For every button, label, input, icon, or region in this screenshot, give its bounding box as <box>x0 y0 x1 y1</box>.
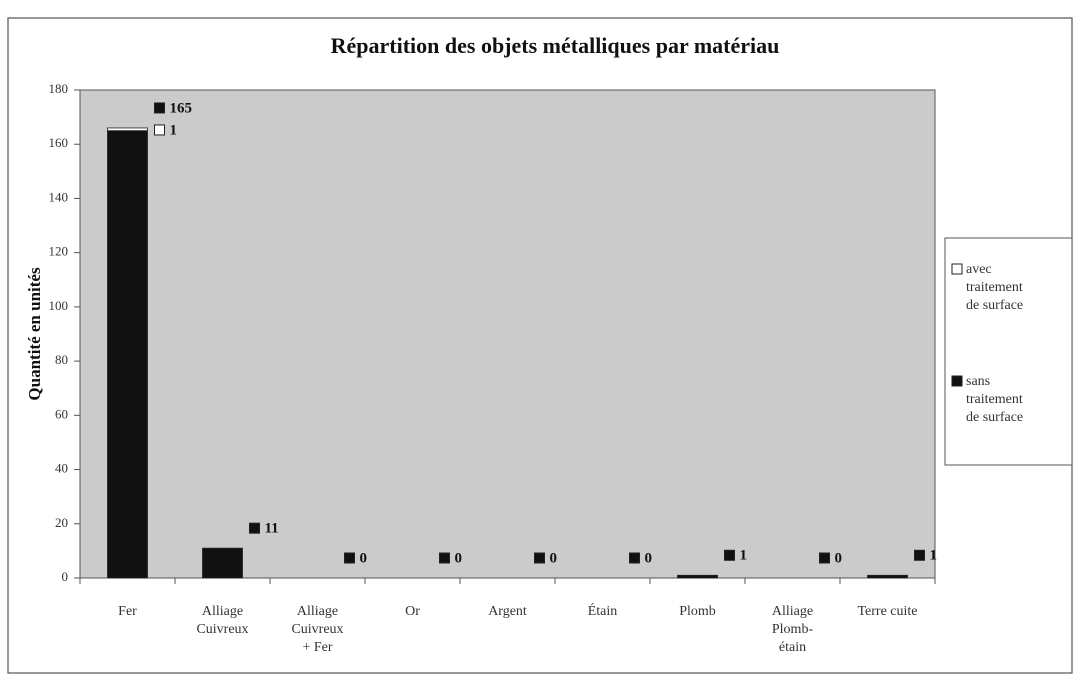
legend-box <box>944 237 1073 466</box>
y-tick-label: 60 <box>55 406 68 421</box>
bar-segment <box>107 127 148 132</box>
y-tick-label: 180 <box>49 81 69 96</box>
y-axis-label: Quantité en unités <box>25 267 44 401</box>
x-tick-label: Alliage Cuivreux <box>196 604 248 637</box>
value-label: 0 <box>835 550 843 566</box>
label-key <box>724 549 735 561</box>
chart-title: Répartition des objets métalliques par m… <box>331 33 780 58</box>
value-label: 0 <box>360 550 368 566</box>
value-label: 1 <box>740 548 748 564</box>
value-label: 0 <box>455 550 463 566</box>
legend-label: sans traitement de surface <box>966 374 1023 425</box>
legend-key <box>951 375 963 387</box>
label-key <box>154 102 165 114</box>
value-label: 1 <box>170 122 178 138</box>
x-tick-label: Étain <box>588 602 618 619</box>
label-key <box>914 549 925 561</box>
y-tick-label: 40 <box>55 461 68 476</box>
y-tick-label: 120 <box>49 244 69 259</box>
label-key <box>629 552 640 564</box>
x-tick-label: Fer <box>118 604 137 619</box>
label-key <box>819 552 830 564</box>
x-tick-label: Alliage Cuivreux + Fer <box>291 604 343 655</box>
y-tick-label: 140 <box>49 189 69 204</box>
label-key <box>344 552 355 564</box>
x-tick-label: Argent <box>488 604 527 619</box>
y-tick-label: 20 <box>55 515 68 530</box>
bar-segment <box>202 547 243 579</box>
plot-area <box>79 89 936 579</box>
x-tick-label: Plomb <box>679 604 716 619</box>
value-label: 1 <box>930 548 938 564</box>
x-tick-label: Or <box>405 604 420 619</box>
y-tick-label: 0 <box>62 569 69 584</box>
label-key <box>249 522 260 534</box>
value-label: 11 <box>265 521 279 537</box>
value-label: 0 <box>550 550 558 566</box>
label-key <box>154 124 165 136</box>
legend-label: avec traitement de surface <box>966 262 1023 313</box>
y-tick-label: 160 <box>49 135 69 150</box>
x-tick-label: Terre cuite <box>857 604 917 619</box>
y-tick-label: 80 <box>55 352 68 367</box>
value-label: 0 <box>645 550 653 566</box>
bar-segment <box>867 574 908 579</box>
y-tick-label: 100 <box>49 298 69 313</box>
label-key <box>534 552 545 564</box>
label-key <box>439 552 450 564</box>
bar-segment <box>107 130 148 579</box>
bar-segment <box>677 574 718 579</box>
legend-key <box>951 263 963 275</box>
x-tick-label: Alliage Plomb-étain <box>772 604 814 655</box>
value-label: 165 <box>170 100 193 116</box>
